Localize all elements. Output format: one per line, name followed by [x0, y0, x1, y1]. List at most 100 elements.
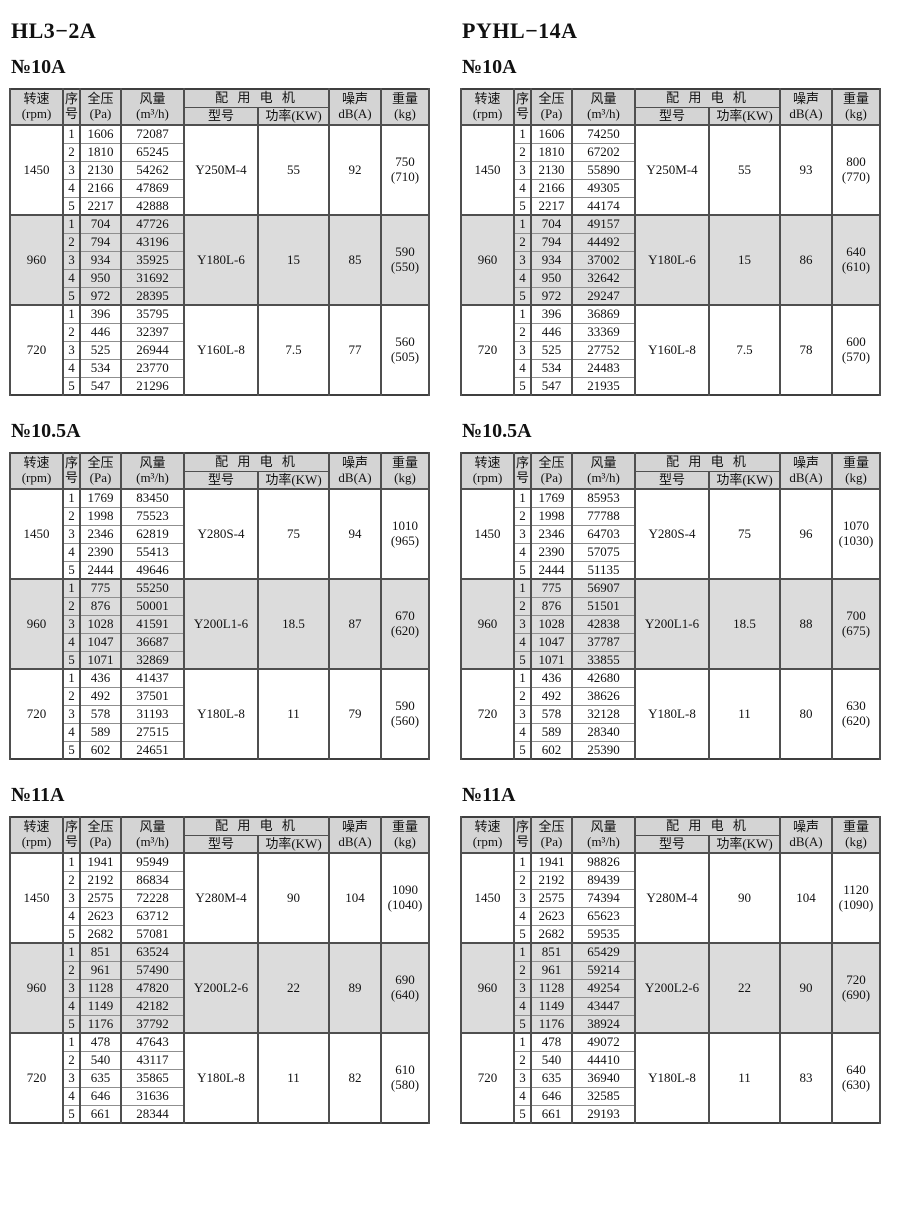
table-row: 1450 1 1769 83450 Y280S-4 75 94 1010 (965) [9, 488, 431, 580]
cell-airflow: 37792 [120, 1014, 185, 1034]
cell-motor-power: 75 [256, 488, 331, 580]
cell-pressure: 492 [79, 686, 122, 706]
table-row: 960 1 775 55250 Y200L1-6 18.5 87 670 (620) [9, 578, 431, 670]
cell-airflow: 42680 [571, 668, 636, 688]
cell-speed: 960 [9, 942, 64, 1034]
cell-airflow: 89439 [571, 870, 636, 890]
cell-noise: 90 [779, 942, 834, 1034]
cell-motor-model: Y200L1-6 [183, 578, 259, 670]
cell-airflow: 43447 [571, 996, 636, 1016]
cell-pressure: 2444 [530, 560, 573, 580]
col-header-pressure: 全压 (Pa) [79, 452, 122, 490]
cell-pressure: 547 [79, 376, 122, 396]
cell-airflow: 49646 [120, 560, 185, 580]
cell-serial: 4 [62, 358, 81, 378]
cell-pressure: 2623 [530, 906, 573, 926]
cell-speed: 720 [9, 668, 64, 760]
cell-weight: 600 (570) [831, 304, 882, 396]
size-block-11a: №11A 转速 (rpm) 序号全压 (Pa) 风量 (m³/h) 配 用 电 机噪声 dB(… [9, 784, 431, 1124]
cell-airflow: 65623 [571, 906, 636, 926]
cell-airflow: 75523 [120, 506, 185, 526]
cell-airflow: 55890 [571, 160, 636, 180]
cell-weight: 700 (675) [831, 578, 882, 670]
cell-airflow: 47643 [120, 1032, 185, 1052]
col-header-weight: 重量 (kg) [831, 816, 882, 854]
table-row: 720 1 396 36869 Y160L-8 7.5 78 600 (570) [460, 304, 882, 396]
cell-serial: 1 [62, 942, 81, 962]
cell-speed: 960 [460, 214, 515, 306]
table-row: 2 876 51501 [461, 596, 880, 616]
cell-motor-model: Y200L2-6 [634, 942, 710, 1034]
cell-motor-power: 22 [707, 942, 782, 1034]
table-row: 4 1149 43447 [461, 996, 880, 1016]
col-header-weight: 重量 (kg) [831, 88, 882, 126]
cell-serial: 2 [513, 142, 532, 162]
cell-airflow: 43196 [120, 232, 185, 252]
cell-pressure: 646 [530, 1086, 573, 1106]
cell-airflow: 38924 [571, 1014, 636, 1034]
table-row: 1450 1 1941 95949 Y280M-4 90 104 1090 (1040) [9, 852, 431, 944]
cell-airflow: 28344 [120, 1104, 185, 1124]
cell-serial: 4 [513, 178, 532, 198]
cell-motor-model: Y280M-4 [183, 852, 259, 944]
cell-airflow: 36869 [571, 304, 636, 324]
table-row: 5 1071 32869 [10, 650, 429, 670]
cell-noise: 104 [328, 852, 383, 944]
cell-airflow: 35925 [120, 250, 185, 270]
cell-airflow: 32128 [571, 704, 636, 724]
cell-pressure: 1810 [79, 142, 122, 162]
table-row: 720 1 478 49072 Y180L-8 11 83 640 (630) [460, 1032, 882, 1124]
cell-serial: 2 [62, 960, 81, 980]
cell-speed: 1450 [460, 124, 515, 216]
table-row: 5 661 28344 [10, 1104, 429, 1124]
cell-airflow: 36940 [571, 1068, 636, 1088]
cell-serial: 3 [62, 704, 81, 724]
spec-table: 转速 (rpm) 序号全压 (Pa) 风量 (m³/h) 配 用 电 机噪声 dB(A) 重量(… [9, 816, 431, 1124]
cell-weight: 670 (620) [380, 578, 431, 670]
cell-pressure: 578 [79, 704, 122, 724]
table-row: 3 525 27752 [461, 340, 880, 360]
cell-serial: 2 [513, 960, 532, 980]
cell-pressure: 1810 [530, 142, 573, 162]
table-row: 2 961 57490 [10, 960, 429, 980]
cell-airflow: 95949 [120, 852, 185, 872]
cell-pressure: 1176 [79, 1014, 122, 1034]
cell-airflow: 42182 [120, 996, 185, 1016]
col-header-speed: 转速 (rpm) [460, 88, 515, 126]
cell-serial: 2 [513, 596, 532, 616]
cell-airflow: 86834 [120, 870, 185, 890]
size-block-10-5a: №10.5A 转速 (rpm) 序号全压 (Pa) 风量 (m³/h) 配 用 电 机噪声 d… [9, 420, 431, 760]
cell-noise: 87 [328, 578, 383, 670]
table-row: 720 1 478 47643 Y180L-8 11 82 610 (580) [9, 1032, 431, 1124]
spec-table: 转速 (rpm) 序号全压 (Pa) 风量 (m³/h) 配 用 电 机噪声 dB(A) 重量(… [460, 816, 882, 1124]
cell-airflow: 21296 [120, 376, 185, 396]
cell-pressure: 1941 [79, 852, 122, 872]
cell-noise: 94 [328, 488, 383, 580]
cell-serial: 1 [513, 214, 532, 234]
cell-speed: 1450 [460, 852, 515, 944]
table-row: 5 547 21296 [10, 376, 429, 396]
col-header-serial: 序号 [62, 88, 81, 126]
cell-pressure: 525 [79, 340, 122, 360]
cell-serial: 3 [513, 250, 532, 270]
cell-motor-model: Y160L-8 [183, 304, 259, 396]
cell-motor-power: 15 [256, 214, 331, 306]
col-header-serial: 序号 [62, 452, 81, 490]
cell-serial: 1 [62, 1032, 81, 1052]
cell-speed: 960 [460, 942, 515, 1034]
cell-pressure: 794 [530, 232, 573, 252]
cell-speed: 960 [9, 214, 64, 306]
cell-motor-power: 90 [256, 852, 331, 944]
cell-weight: 640 (630) [831, 1032, 882, 1124]
table-row: 960 1 704 47726 Y180L-6 15 85 590 (550) [9, 214, 431, 306]
catalog-page: HL3−2A №10A 转速 (rpm) 序号全压 (Pa) 风量 (m³/h) 配 用 电… [9, 18, 882, 1124]
cell-airflow: 32642 [571, 268, 636, 288]
col-header-motor-group: 配 用 电 机 [182, 452, 331, 472]
cell-speed: 1450 [460, 488, 515, 580]
cell-motor-power: 11 [256, 668, 331, 760]
table-row: 4 1149 42182 [10, 996, 429, 1016]
cell-serial: 1 [62, 214, 81, 234]
table-row: 4 646 32585 [461, 1086, 880, 1106]
cell-pressure: 646 [79, 1086, 122, 1106]
cell-airflow: 57490 [120, 960, 185, 980]
